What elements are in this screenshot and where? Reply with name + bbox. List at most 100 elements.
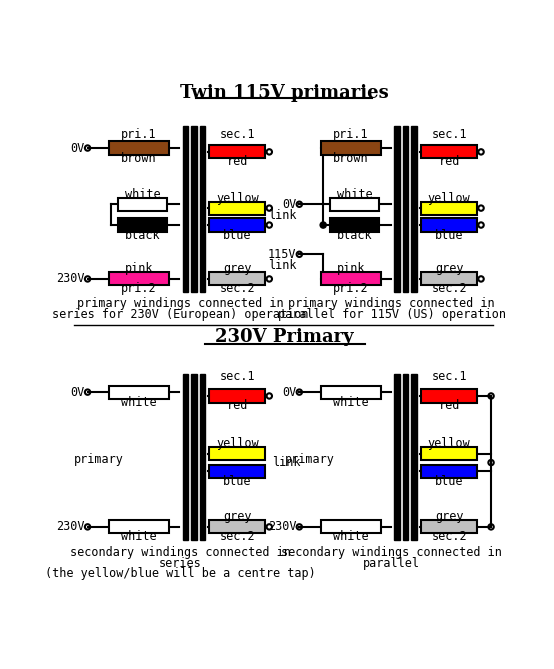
Bar <box>412 126 417 292</box>
Text: blue: blue <box>435 229 463 242</box>
Text: pri.2: pri.2 <box>121 282 157 296</box>
Bar <box>183 375 188 540</box>
Bar <box>209 447 265 460</box>
Text: secondary windings connected in: secondary windings connected in <box>70 546 290 559</box>
Bar <box>330 198 378 211</box>
Bar <box>421 465 477 478</box>
Text: 230V: 230V <box>268 520 296 533</box>
Bar <box>209 465 265 478</box>
Text: primary windings connected in: primary windings connected in <box>289 297 495 310</box>
Text: grey: grey <box>223 510 252 523</box>
Text: grey: grey <box>435 510 463 523</box>
Text: Twin 115V primaries: Twin 115V primaries <box>179 84 388 102</box>
Text: grey: grey <box>223 262 252 276</box>
Bar <box>119 219 167 231</box>
Bar <box>209 201 265 215</box>
Text: grey: grey <box>435 262 463 276</box>
Bar <box>191 375 197 540</box>
Text: blue: blue <box>435 475 463 488</box>
Text: 0V: 0V <box>282 198 296 211</box>
Text: white: white <box>121 395 157 409</box>
Text: blue: blue <box>223 475 252 488</box>
Text: 0V: 0V <box>70 142 85 155</box>
Bar <box>421 389 477 403</box>
Bar <box>119 198 167 211</box>
Text: white: white <box>121 531 157 543</box>
Text: sec.1: sec.1 <box>431 128 467 141</box>
Text: primary: primary <box>74 454 124 466</box>
Bar <box>394 375 400 540</box>
Bar <box>421 201 477 215</box>
Text: link: link <box>268 209 296 221</box>
Text: red: red <box>227 155 248 169</box>
Bar <box>421 219 477 231</box>
Bar <box>209 145 265 159</box>
Bar <box>321 385 381 399</box>
Text: white: white <box>333 395 369 409</box>
Text: series for 230V (European) operation: series for 230V (European) operation <box>52 308 308 321</box>
Text: red: red <box>438 155 460 169</box>
Text: white: white <box>337 188 372 201</box>
Text: secondary windings connected in: secondary windings connected in <box>281 546 502 559</box>
Text: sec.1: sec.1 <box>219 370 255 383</box>
Text: primary: primary <box>285 454 335 466</box>
Text: pri.1: pri.1 <box>333 128 369 141</box>
Bar <box>199 375 205 540</box>
Text: red: red <box>227 399 248 413</box>
Text: 230V: 230V <box>56 520 85 533</box>
Text: pri.2: pri.2 <box>333 282 369 296</box>
Bar <box>403 126 408 292</box>
Bar <box>209 272 265 286</box>
Bar <box>109 272 169 286</box>
Text: sec.1: sec.1 <box>219 128 255 141</box>
Bar <box>321 272 381 286</box>
Bar <box>209 389 265 403</box>
Text: blue: blue <box>223 229 252 242</box>
Text: yellow: yellow <box>428 191 470 205</box>
Text: white: white <box>125 188 161 201</box>
Text: sec.2: sec.2 <box>219 531 255 543</box>
Bar <box>321 142 381 155</box>
Bar <box>183 126 188 292</box>
Bar <box>191 126 197 292</box>
Bar <box>209 520 265 533</box>
Text: brown: brown <box>333 152 369 165</box>
Bar <box>209 219 265 231</box>
Text: brown: brown <box>121 152 157 165</box>
Text: (the yellow/blue will be a centre tap): (the yellow/blue will be a centre tap) <box>45 567 315 580</box>
Text: 115V: 115V <box>268 248 296 261</box>
Bar <box>109 142 169 155</box>
Text: white: white <box>333 531 369 543</box>
Text: sec.1: sec.1 <box>431 370 467 383</box>
Text: primary windings connected in: primary windings connected in <box>76 297 283 310</box>
Bar <box>421 520 477 533</box>
Bar <box>412 375 417 540</box>
Text: sec.2: sec.2 <box>219 282 255 296</box>
Text: 0V: 0V <box>70 385 85 399</box>
Text: black: black <box>337 229 372 242</box>
Text: 0V: 0V <box>282 385 296 399</box>
Bar <box>321 520 381 533</box>
Text: pri.1: pri.1 <box>121 128 157 141</box>
Circle shape <box>320 222 326 228</box>
Bar <box>421 447 477 460</box>
Bar <box>421 145 477 159</box>
Text: yellow: yellow <box>216 191 259 205</box>
Text: yellow: yellow <box>216 438 259 450</box>
Text: 230V Primary: 230V Primary <box>214 328 353 347</box>
Text: link: link <box>268 259 296 272</box>
Text: yellow: yellow <box>428 438 470 450</box>
Text: black: black <box>125 229 161 242</box>
Text: parallel for 115V (US) operation: parallel for 115V (US) operation <box>278 308 506 321</box>
Text: red: red <box>438 399 460 413</box>
Bar <box>330 219 378 231</box>
Text: sec.2: sec.2 <box>431 282 467 296</box>
Text: parallel: parallel <box>363 557 420 569</box>
Bar <box>421 272 477 286</box>
Bar <box>109 385 169 399</box>
Bar <box>403 375 408 540</box>
Text: pink: pink <box>125 262 153 276</box>
Bar <box>199 126 205 292</box>
Text: pink: pink <box>337 262 365 276</box>
Bar <box>109 520 169 533</box>
